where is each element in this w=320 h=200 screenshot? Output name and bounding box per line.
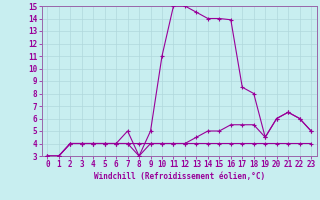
X-axis label: Windchill (Refroidissement éolien,°C): Windchill (Refroidissement éolien,°C)	[94, 172, 265, 181]
